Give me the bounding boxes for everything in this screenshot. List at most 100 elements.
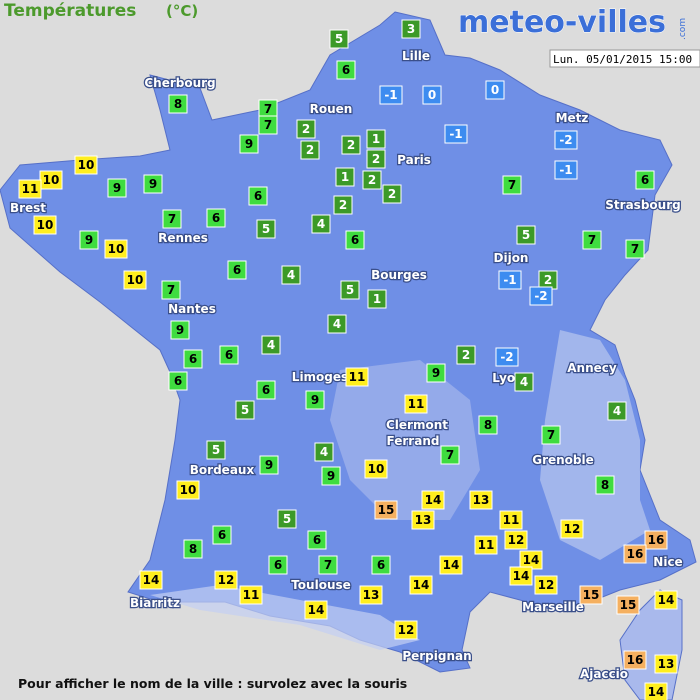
temperature-value: 6 <box>233 263 241 277</box>
temperature-box <box>554 160 578 180</box>
temperature-value: 4 <box>333 317 341 331</box>
temperature-value: 7 <box>446 448 454 462</box>
temperature-value: 10 <box>108 242 125 256</box>
temperature-box <box>595 475 615 495</box>
city-label: Nice <box>653 555 682 569</box>
temperature-box <box>296 119 316 139</box>
temperature-box <box>239 134 259 154</box>
temperature-box <box>394 620 418 640</box>
temperature-value: 10 <box>127 273 144 287</box>
temperature-value: 13 <box>363 588 380 602</box>
temperature-value: 8 <box>174 97 182 111</box>
temperature-value: 6 <box>313 533 321 547</box>
temperature-box <box>300 140 320 160</box>
temperature-box <box>485 80 505 100</box>
city-label: Bordeaux <box>190 463 255 477</box>
city-label: Bourges <box>371 268 427 282</box>
temperature-box <box>219 345 239 365</box>
temperature-value: 0 <box>491 83 499 97</box>
temperature-value: 2 <box>302 122 310 136</box>
temperature-value: 6 <box>218 528 226 542</box>
city-label: Rouen <box>310 102 353 116</box>
temperature-box <box>439 555 463 575</box>
city-label: Paris <box>397 153 431 167</box>
temperature-value: -1 <box>384 88 397 102</box>
temperature-value: -1 <box>503 273 516 287</box>
temperature-value: 6 <box>254 189 262 203</box>
temperature-box <box>341 135 361 155</box>
city-label: Ferrand <box>387 434 440 448</box>
temperature-value: -1 <box>559 163 572 177</box>
temperature-box <box>359 585 383 605</box>
temperature-box <box>478 415 498 435</box>
logo-suffix: .com <box>678 18 688 40</box>
city-label: Biarritz <box>130 596 180 610</box>
temperature-box <box>104 239 128 259</box>
temperature-box <box>314 442 334 462</box>
temperature-value: 15 <box>378 503 395 517</box>
temperature-value: 11 <box>408 397 425 411</box>
temperature-box <box>336 60 356 80</box>
temperature-box <box>259 455 279 475</box>
temperature-box <box>345 230 365 250</box>
temperature-value: 6 <box>351 233 359 247</box>
temperature-box <box>304 600 328 620</box>
temperature-box <box>329 29 349 49</box>
temperature-value: 11 <box>503 513 520 527</box>
temperature-value: 9 <box>245 137 253 151</box>
temperature-box <box>623 544 647 564</box>
temperature-box <box>422 85 442 105</box>
temperature-box <box>333 195 353 215</box>
temperature-value: 11 <box>349 370 366 384</box>
temperature-value: 6 <box>377 558 385 572</box>
temperature-box <box>18 179 42 199</box>
temperature-value: 6 <box>342 63 350 77</box>
temperature-value: 7 <box>547 428 555 442</box>
temperature-box <box>340 280 360 300</box>
temperature-box <box>321 466 341 486</box>
temperature-box <box>426 363 446 383</box>
temperature-box <box>504 530 528 550</box>
temperature-box <box>33 215 57 235</box>
temperature-value: 2 <box>339 198 347 212</box>
temperature-box <box>281 265 301 285</box>
temperature-value: 9 <box>113 181 121 195</box>
temperature-value: 13 <box>658 657 675 671</box>
temperature-box <box>183 349 203 369</box>
temperature-value: 12 <box>398 623 415 637</box>
temperature-value: 4 <box>320 445 328 459</box>
temperature-box <box>335 167 355 187</box>
temperature-box <box>474 535 498 555</box>
temperature-value: 7 <box>588 233 596 247</box>
temperature-box <box>560 519 584 539</box>
temperature-box <box>248 186 268 206</box>
temperature-box <box>444 124 468 144</box>
unit: (°C) <box>166 2 198 20</box>
temperature-box <box>227 260 247 280</box>
city-label: Cherbourg <box>144 76 215 90</box>
temperature-box <box>404 394 428 414</box>
temperature-value: -1 <box>449 127 462 141</box>
temperature-value: 6 <box>262 383 270 397</box>
temperature-box <box>582 230 602 250</box>
temperature-box <box>440 445 460 465</box>
temperature-value: 6 <box>174 374 182 388</box>
city-label: Strasbourg <box>605 198 680 212</box>
temperature-box <box>411 510 435 530</box>
temperature-box <box>170 320 190 340</box>
temperature-box <box>409 575 433 595</box>
temperature-value: 4 <box>287 268 295 282</box>
temperature-box <box>516 225 536 245</box>
temperature-value: 5 <box>212 443 220 457</box>
temperature-box <box>625 239 645 259</box>
footer: Pour afficher le nom de la ville : survo… <box>18 676 407 691</box>
temperature-value: 7 <box>167 283 175 297</box>
temperature-value: 11 <box>478 538 495 552</box>
city-label: Ajaccio <box>580 667 628 681</box>
temperature-value: 1 <box>372 132 380 146</box>
temperature-value: 1 <box>341 170 349 184</box>
temperature-value: 9 <box>432 366 440 380</box>
temperature-value: 7 <box>264 102 272 116</box>
temperature-value: -2 <box>559 133 572 147</box>
temperature-value: 14 <box>143 573 160 587</box>
